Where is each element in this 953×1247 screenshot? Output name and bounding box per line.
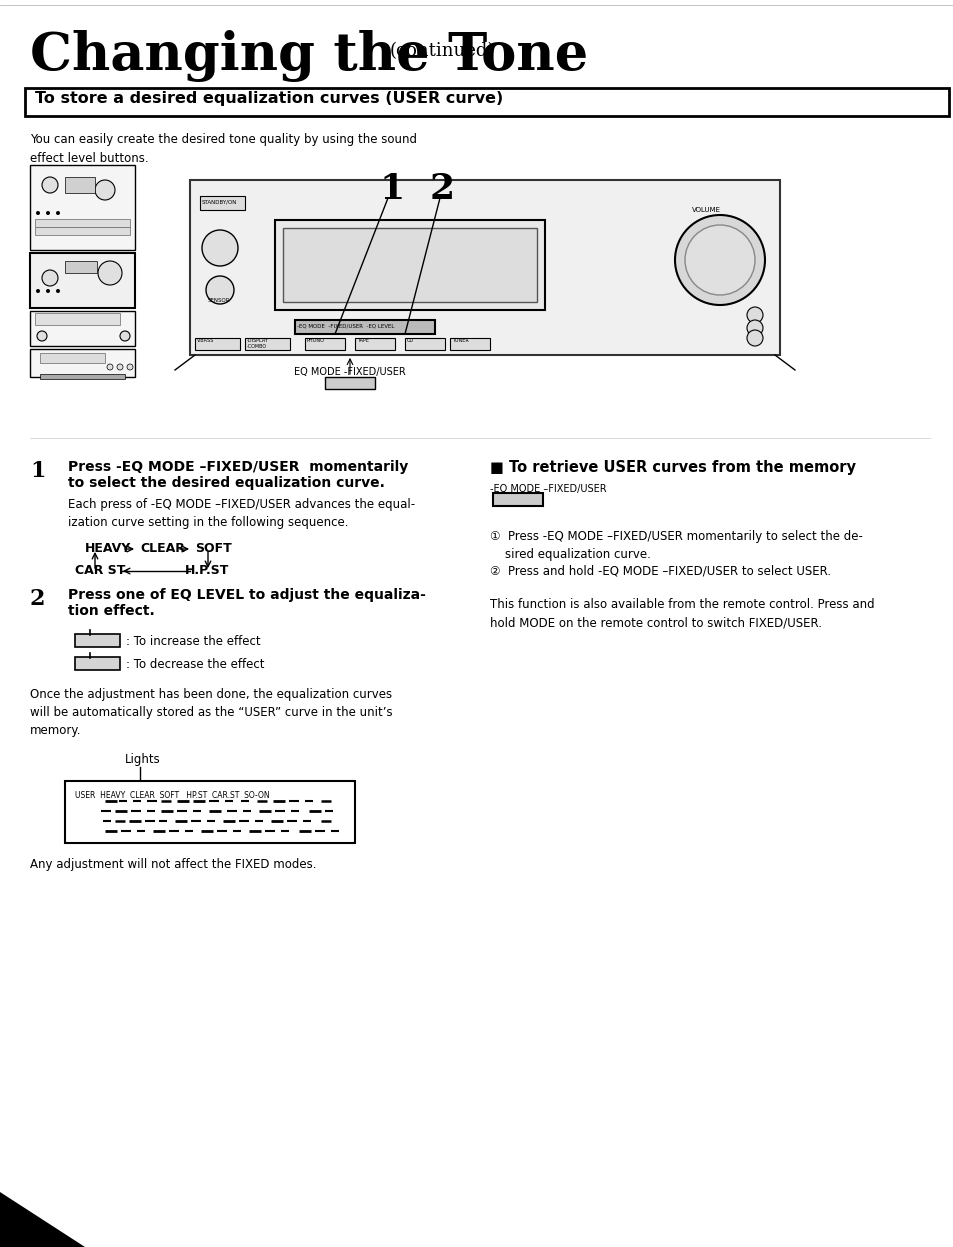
Text: Press one of EQ LEVEL to adjust the equaliza-: Press one of EQ LEVEL to adjust the equa…: [68, 589, 425, 602]
Bar: [405, 338, 444, 350]
Bar: [75, 633, 120, 647]
Bar: [200, 196, 245, 209]
Circle shape: [684, 224, 754, 296]
Circle shape: [36, 211, 40, 214]
Text: CD: CD: [407, 338, 414, 343]
Circle shape: [117, 364, 123, 370]
Circle shape: [746, 330, 762, 345]
Text: Once the adjustment has been done, the equalization curves
will be automatically: Once the adjustment has been done, the e…: [30, 688, 393, 737]
Bar: [283, 228, 537, 302]
Text: VOLUME: VOLUME: [691, 207, 720, 213]
Bar: [65, 177, 95, 193]
Circle shape: [95, 180, 115, 200]
Text: -EQ MODE –FIXED/USER: -EQ MODE –FIXED/USER: [490, 484, 606, 494]
Circle shape: [36, 289, 40, 293]
Text: -DISPLAY
-COMBO: -DISPLAY -COMBO: [247, 338, 269, 349]
Text: Changing the Tone: Changing the Tone: [30, 30, 588, 82]
Bar: [30, 165, 135, 249]
Bar: [493, 493, 542, 506]
Text: Press -EQ MODE –FIXED/USER  momentarily: Press -EQ MODE –FIXED/USER momentarily: [68, 460, 408, 474]
Circle shape: [202, 229, 237, 266]
Text: Any adjustment will not affect the FIXED modes.: Any adjustment will not affect the FIXED…: [30, 858, 316, 870]
Bar: [190, 180, 780, 355]
Bar: [194, 338, 240, 350]
Text: to select the desired equalization curve.: to select the desired equalization curve…: [68, 476, 384, 490]
Circle shape: [56, 289, 60, 293]
Circle shape: [37, 330, 47, 340]
Text: ①  Press -EQ MODE –FIXED/USER momentarily to select the de-
    sired equalizati: ① Press -EQ MODE –FIXED/USER momentarily…: [490, 530, 862, 561]
Bar: [75, 657, 120, 670]
Bar: [35, 313, 120, 325]
Text: CLEAR: CLEAR: [140, 542, 185, 555]
Text: STANDBY/ON: STANDBY/ON: [202, 200, 237, 205]
Bar: [30, 349, 135, 377]
Text: (continued): (continued): [390, 42, 495, 60]
Circle shape: [98, 261, 122, 286]
Bar: [30, 311, 135, 345]
Circle shape: [46, 289, 50, 293]
Text: 1: 1: [379, 172, 405, 206]
Text: To store a desired equalization curves (USER curve): To store a desired equalization curves (…: [35, 91, 503, 106]
Text: tion effect.: tion effect.: [68, 604, 154, 619]
Bar: [325, 377, 375, 389]
Bar: [355, 338, 395, 350]
Text: You can easily create the desired tone quality by using the sound
effect level b: You can easily create the desired tone q…: [30, 133, 416, 165]
Text: PHONO: PHONO: [307, 338, 325, 343]
Circle shape: [127, 364, 132, 370]
Bar: [305, 338, 345, 350]
Bar: [25, 89, 948, 116]
Text: CAR ST: CAR ST: [75, 564, 125, 577]
Text: TAPE: TAPE: [356, 338, 369, 343]
Text: : To decrease the effect: : To decrease the effect: [126, 658, 264, 671]
Circle shape: [56, 211, 60, 214]
Text: -EQ MODE  -FIXED/USER  -EQ LEVEL: -EQ MODE -FIXED/USER -EQ LEVEL: [296, 323, 394, 328]
Text: 2: 2: [30, 589, 46, 610]
Circle shape: [46, 211, 50, 214]
Text: SENSOR: SENSOR: [208, 298, 231, 303]
Text: 1: 1: [30, 460, 46, 483]
Text: TUNER: TUNER: [452, 338, 468, 343]
Text: USER  HEAVY  CLEAR  SOFT   HP.ST  CAR.ST  SO-ON: USER HEAVY CLEAR SOFT HP.ST CAR.ST SO-ON: [75, 791, 270, 801]
Bar: [40, 374, 125, 379]
Text: V.BASS: V.BASS: [196, 338, 214, 343]
Bar: [30, 253, 135, 308]
Bar: [35, 219, 130, 227]
Bar: [65, 781, 355, 843]
Bar: [450, 338, 490, 350]
Text: 2: 2: [430, 172, 455, 206]
Text: This function is also available from the remote control. Press and
hold MODE on : This function is also available from the…: [490, 599, 874, 628]
Circle shape: [746, 320, 762, 335]
Text: : To increase the effect: : To increase the effect: [126, 635, 260, 648]
Bar: [40, 353, 105, 363]
Bar: [294, 320, 435, 334]
Bar: [245, 338, 290, 350]
Text: EQ MODE -FIXED/USER: EQ MODE -FIXED/USER: [294, 367, 405, 377]
Text: HEAVY: HEAVY: [85, 542, 132, 555]
Text: ■ To retrieve USER curves from the memory: ■ To retrieve USER curves from the memor…: [490, 460, 855, 475]
Polygon shape: [0, 1192, 85, 1247]
Text: Lights: Lights: [125, 753, 161, 766]
Bar: [274, 219, 544, 311]
Circle shape: [746, 307, 762, 323]
Text: SOFT: SOFT: [194, 542, 232, 555]
Text: Each press of -EQ MODE –FIXED/USER advances the equal-
ization curve setting in : Each press of -EQ MODE –FIXED/USER advan…: [68, 498, 415, 529]
Bar: [65, 261, 97, 273]
Circle shape: [107, 364, 112, 370]
Circle shape: [675, 214, 764, 306]
Circle shape: [42, 271, 58, 286]
Text: H.P.ST: H.P.ST: [185, 564, 229, 577]
Text: ②  Press and hold -EQ MODE –FIXED/USER to select USER.: ② Press and hold -EQ MODE –FIXED/USER to…: [490, 565, 830, 579]
Bar: [35, 227, 130, 234]
Circle shape: [120, 330, 130, 340]
Circle shape: [206, 276, 233, 304]
Circle shape: [42, 177, 58, 193]
